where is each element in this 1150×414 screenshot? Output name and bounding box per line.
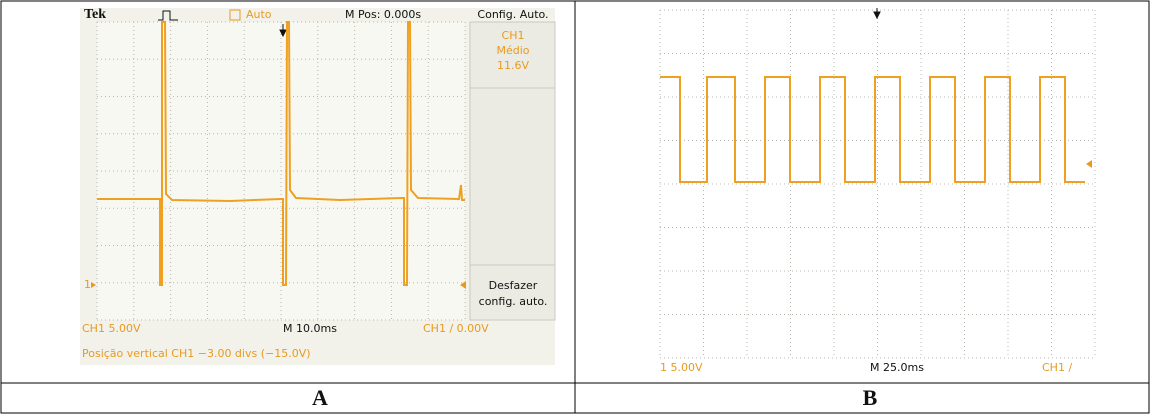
brand: Tek bbox=[84, 7, 106, 22]
measure-line: Médio bbox=[496, 44, 529, 57]
panel-label: A bbox=[312, 385, 328, 410]
measure-line: CH1 bbox=[502, 29, 525, 42]
waveform bbox=[660, 77, 1085, 182]
measure-line: 11.6V bbox=[497, 59, 529, 72]
timebase: M 10.0ms bbox=[283, 322, 337, 335]
figure: Tek Auto M Pos: 0.000s Config. Auto. CH1… bbox=[0, 0, 1150, 414]
status-message: Posição vertical CH1 −3.00 divs (−15.0V) bbox=[82, 347, 311, 360]
trigger-marker bbox=[874, 8, 880, 18]
panel-label: B bbox=[863, 385, 878, 410]
graticule bbox=[660, 10, 1095, 358]
scope-screen-a: Tek Auto M Pos: 0.000s Config. Auto. CH1… bbox=[80, 7, 555, 365]
timebase: M 25.0ms bbox=[870, 361, 924, 374]
channel-marker: 1 bbox=[84, 278, 91, 291]
trigger-setting: CH1 / 0.00V bbox=[423, 322, 489, 335]
trigger-setting: CH1 / bbox=[1042, 361, 1072, 374]
channel-scale: CH1 5.00V bbox=[82, 322, 141, 335]
position: M Pos: 0.000s bbox=[345, 8, 421, 21]
level-arrow bbox=[1086, 160, 1092, 168]
scope-screen-b: 1 5.00V M 25.0ms CH1 / bbox=[660, 8, 1095, 374]
channel-scale: 1 5.00V bbox=[660, 361, 703, 374]
menu-button: Desfazer bbox=[489, 279, 538, 292]
menu-button: config. auto. bbox=[479, 295, 548, 308]
menu-title: Config. Auto. bbox=[477, 8, 548, 21]
acq-mode: Auto bbox=[246, 8, 272, 21]
